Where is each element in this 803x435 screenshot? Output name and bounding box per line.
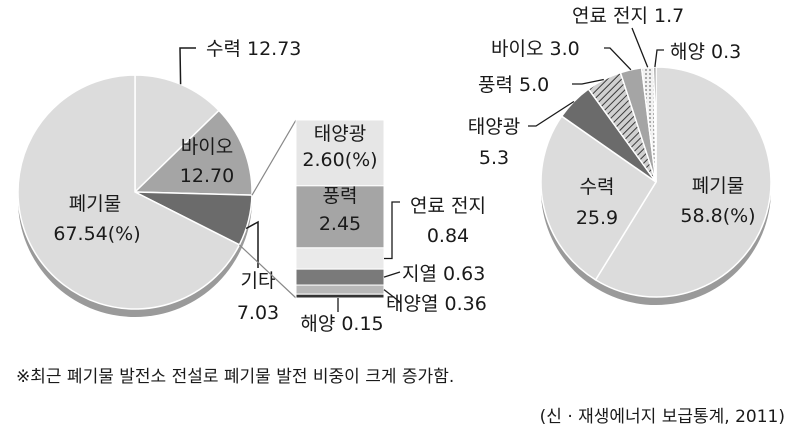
segment-leader-line <box>383 289 401 303</box>
slice-label: 바이오 3.0 <box>491 38 580 60</box>
segment-value: 0.84 <box>427 225 469 247</box>
segment-leader-line <box>384 201 400 260</box>
segment-value: 2.60(%) <box>302 149 377 171</box>
slice-label: 기타 <box>241 270 276 292</box>
connector-line <box>251 119 297 196</box>
slice-label: 해양 0.3 <box>670 41 741 63</box>
left-pie-chart: 수력 12.73 바이오 12.70 기타 7.03 폐기물 67.54(%) <box>17 38 301 324</box>
breakdown-segment <box>295 284 385 295</box>
right-pie-slice <box>594 66 772 298</box>
slice-label: 수력 <box>580 176 615 198</box>
segment-label: 해양 0.15 <box>300 313 383 335</box>
left-leader-line <box>245 220 259 268</box>
slice-value: 12.70 <box>180 165 234 187</box>
right-leader-line <box>654 49 664 68</box>
right-leader-line <box>631 27 649 68</box>
breakdown-segment <box>295 185 385 249</box>
segment-label: 지열 0.63 <box>402 263 485 285</box>
slice-label: 풍력 5.0 <box>478 74 549 96</box>
other-breakdown-stack: 태양광 2.60(%) 풍력 2.45 연료 전지 0.84 지열 0.63 태양열 0.36… <box>238 119 487 335</box>
slice-label: 수력 12.73 <box>206 38 301 60</box>
segment-value: 2.45 <box>319 213 361 235</box>
slice-value: 67.54(%) <box>53 223 140 245</box>
right-pie-chart: 폐기물 58.8(%) 수력 25.9 태양광 5.3 풍력 5.0 바이오 3.0 연료 전지… <box>468 5 772 305</box>
breakdown-segment <box>295 247 385 270</box>
slice-value: 7.03 <box>237 302 279 324</box>
left-pie-slice <box>134 74 220 194</box>
slice-value: 25.9 <box>576 207 618 229</box>
segment-label: 태양광 <box>314 123 366 145</box>
segment-label: 풍력 <box>323 185 358 207</box>
right-leader-line <box>604 47 632 71</box>
source-citation: (신 · 재생에너지 보급통계, 2011) <box>539 407 785 427</box>
right-pie-slice <box>653 66 657 183</box>
connector-line <box>238 244 297 299</box>
left-pie-slice <box>17 74 241 310</box>
right-leader-line <box>572 78 604 85</box>
right-pie-slice <box>540 115 658 281</box>
slice-label: 폐기물 <box>692 175 744 197</box>
footnote: ※최근 폐기물 발전소 전설로 폐기물 발전 비중이 크게 증가함. <box>16 367 455 387</box>
slice-value: 5.3 <box>479 147 509 169</box>
left-pie-slice <box>133 109 253 196</box>
segment-leader-line <box>383 271 401 278</box>
breakdown-segment <box>295 119 385 187</box>
breakdown-segment <box>295 268 385 286</box>
left-leader-line <box>179 47 196 85</box>
segment-label: 태양열 0.36 <box>386 293 487 315</box>
right-leader-line <box>528 100 575 127</box>
slice-label: 연료 전지 1.7 <box>572 5 684 27</box>
slice-label: 바이오 <box>181 136 233 158</box>
slice-label: 태양광 <box>468 116 520 138</box>
segment-label: 연료 전지 <box>410 195 486 217</box>
slice-label: 폐기물 <box>69 193 121 215</box>
slice-value: 58.8(%) <box>680 205 755 227</box>
breakdown-segment <box>295 293 385 299</box>
